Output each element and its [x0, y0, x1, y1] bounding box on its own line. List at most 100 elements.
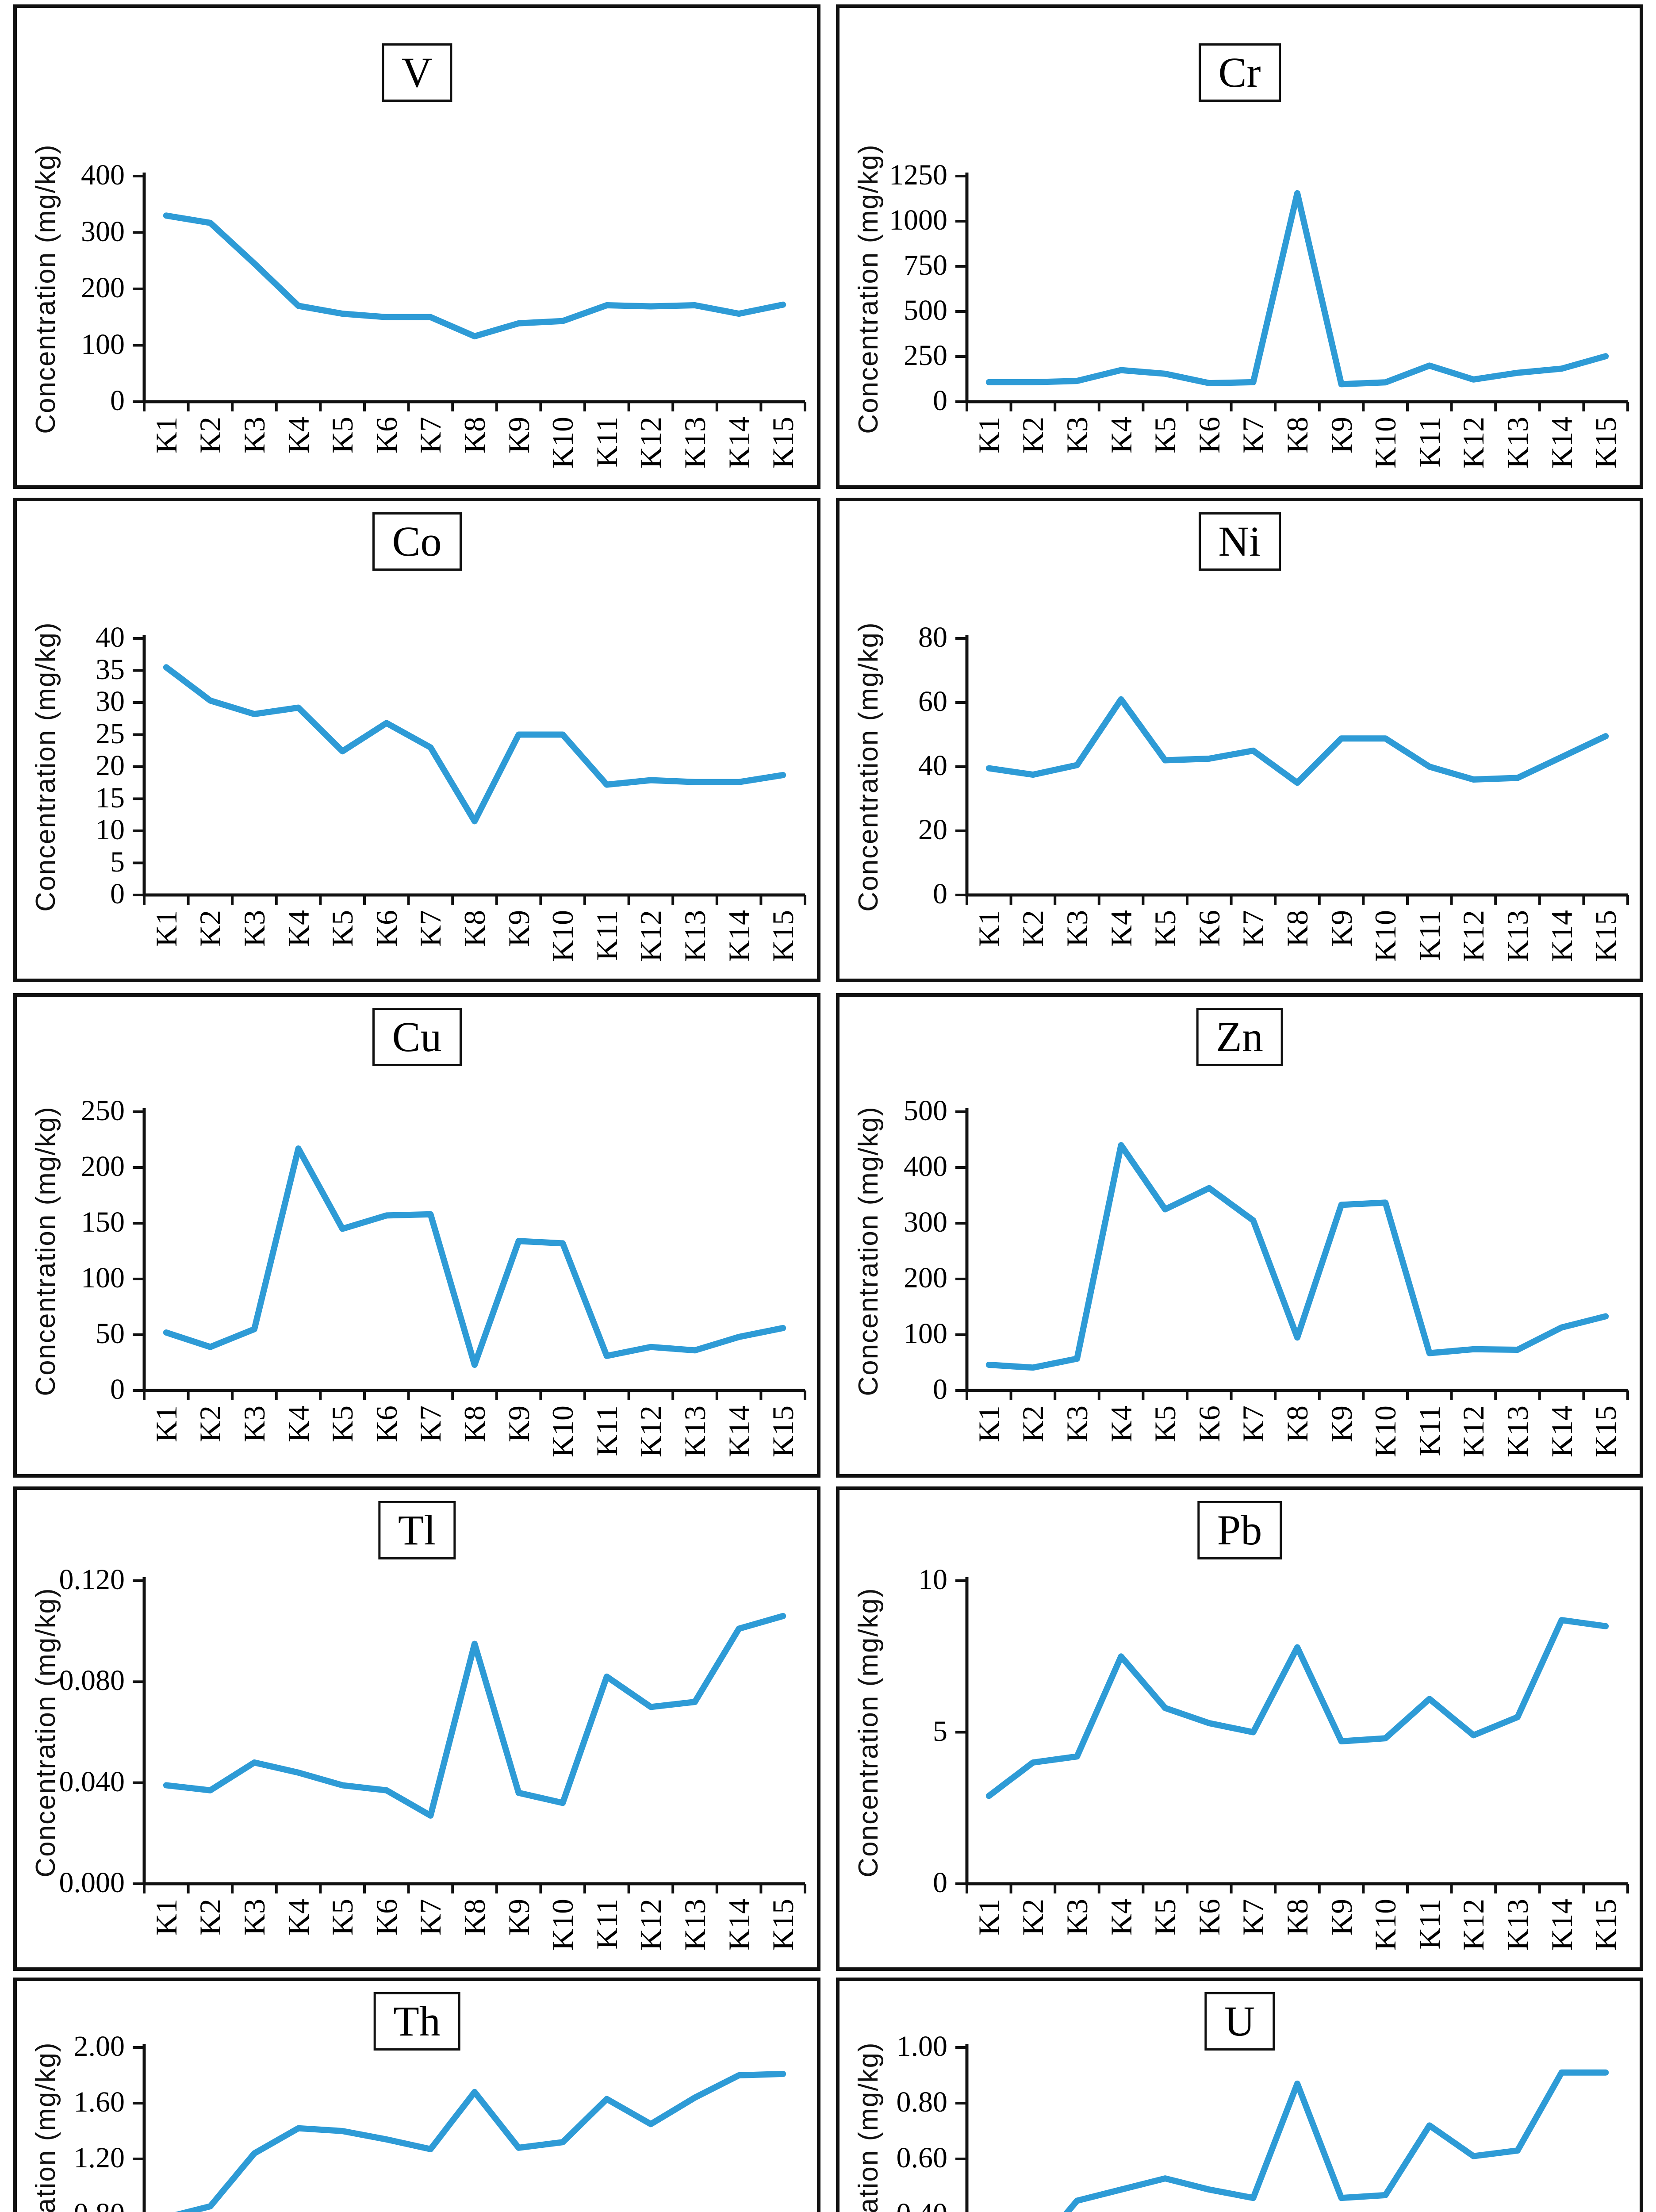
- y-tick-label: 0: [110, 1373, 125, 1406]
- x-tick-label: K1: [972, 910, 1006, 947]
- x-tick-label: K2: [1016, 1899, 1050, 1936]
- x-tick-label: K12: [634, 910, 668, 962]
- x-tick-label: K12: [1457, 1406, 1491, 1458]
- y-tick-label: 200: [81, 272, 125, 304]
- plot-area: [955, 173, 1629, 411]
- x-tick-label: K5: [326, 910, 360, 947]
- y-tick-label: 0.80: [17, 2197, 125, 2212]
- x-tick-label: K11: [590, 417, 624, 468]
- x-tick-label: K5: [1148, 1899, 1182, 1936]
- x-tick-label: K9: [1324, 1899, 1358, 1936]
- chart-panel: V Concentration (mg/kg) 0 100 200 300 400 K1 K…: [13, 4, 820, 489]
- x-tick-label: K6: [1192, 417, 1226, 454]
- y-tick-label: 0.120: [59, 1563, 125, 1596]
- x-tick-label: K10: [546, 1406, 580, 1458]
- x-tick-label: K8: [1280, 417, 1314, 454]
- y-tick-label: 0: [933, 384, 947, 417]
- y-tick-label: 0.60: [896, 2142, 948, 2174]
- chart-title-box: Ni: [1198, 512, 1281, 571]
- x-tick-label: K4: [281, 910, 315, 947]
- chart-title-box: Zn: [1196, 1008, 1283, 1066]
- plot-area: [133, 1577, 806, 1893]
- y-tick-label: 5: [933, 1715, 947, 1747]
- x-tick-label: K3: [238, 910, 271, 947]
- y-tick-label: 100: [904, 1317, 947, 1350]
- x-tick-label: K7: [414, 1899, 448, 1936]
- x-tick-label: K5: [326, 1406, 360, 1443]
- y-tick-label: 0.40: [840, 2197, 948, 2212]
- x-tick-label: K7: [1236, 417, 1270, 454]
- x-tick-label: K10: [546, 417, 580, 469]
- x-tick-label: K7: [1236, 910, 1270, 947]
- chart-title-box: Cr: [1198, 43, 1281, 102]
- x-tick-label: K1: [149, 910, 183, 947]
- y-tick-label: 40: [918, 749, 947, 782]
- y-tick-label: 5: [110, 845, 125, 878]
- x-tick-label: K1: [972, 417, 1006, 454]
- x-tick-label: K4: [281, 1899, 315, 1936]
- x-tick-label: K8: [1280, 910, 1314, 947]
- x-tick-label: K15: [1589, 1899, 1623, 1951]
- x-tick-label: K14: [722, 1406, 756, 1458]
- x-tick-label: K14: [722, 910, 756, 962]
- chart-title: Zn: [1216, 1013, 1263, 1060]
- x-tick-label: K11: [1412, 1899, 1446, 1950]
- x-tick-label: K15: [766, 1899, 800, 1951]
- x-tick-label: K8: [458, 417, 491, 454]
- x-tick-label: K3: [1060, 1406, 1094, 1443]
- chart-title-box: Tl: [378, 1501, 456, 1559]
- x-tick-label: K8: [1280, 1899, 1314, 1936]
- chart-title-box: Th: [373, 1992, 460, 2051]
- y-tick-label: 150: [81, 1206, 125, 1238]
- plot-area: [133, 1108, 806, 1400]
- x-tick-label: K10: [546, 1899, 580, 1951]
- x-tick-label: K6: [369, 1406, 403, 1443]
- plot-area: [133, 2044, 786, 2212]
- x-tick-label: K2: [1016, 417, 1050, 454]
- y-tick-label: 15: [96, 781, 125, 814]
- x-tick-label: K12: [1457, 1899, 1491, 1951]
- x-tick-label: K5: [1148, 1406, 1182, 1443]
- x-tick-label: K8: [458, 1899, 491, 1936]
- x-tick-label: K13: [1501, 910, 1534, 962]
- x-tick-label: K11: [1412, 910, 1446, 961]
- x-tick-label: K1: [149, 1406, 183, 1443]
- chart-title: Co: [392, 518, 442, 565]
- x-tick-label: K2: [1016, 1406, 1050, 1443]
- chart-title: Tl: [398, 1506, 436, 1554]
- x-tick-label: K14: [722, 417, 756, 469]
- chart-panel: Th Concentration (mg/kg) 0.000.400.801.2…: [13, 1978, 820, 2212]
- y-tick-label: 25: [96, 717, 125, 750]
- y-tick-label: 200: [81, 1150, 125, 1183]
- x-tick-label: K11: [1412, 1406, 1446, 1456]
- plot-area: [955, 635, 1629, 905]
- x-tick-label: K5: [326, 1899, 360, 1936]
- y-tick-label: 80: [918, 621, 947, 653]
- x-tick-label: K7: [414, 1406, 448, 1443]
- x-tick-label: K15: [1589, 910, 1623, 962]
- x-tick-label: K9: [1324, 910, 1358, 947]
- y-tick-label: 1.60: [73, 2086, 125, 2118]
- y-tick-label: 0.000: [59, 1866, 125, 1899]
- x-tick-label: K14: [1545, 1406, 1579, 1458]
- plot-area: [955, 1108, 1629, 1400]
- y-tick-label: 20: [918, 814, 947, 846]
- y-tick-label: 300: [904, 1206, 947, 1238]
- chart-title-box: Cu: [372, 1008, 462, 1066]
- x-tick-label: K6: [369, 1899, 403, 1936]
- chart-title-box: Pb: [1197, 1501, 1282, 1559]
- x-tick-label: K13: [678, 417, 712, 469]
- x-tick-label: K2: [193, 417, 227, 454]
- x-tick-label: K13: [1501, 1406, 1534, 1458]
- y-tick-label: 0: [933, 878, 947, 910]
- y-tick-label: 200: [904, 1262, 947, 1294]
- x-tick-label: K6: [1192, 1899, 1226, 1936]
- x-tick-label: K4: [281, 1406, 315, 1443]
- x-tick-label: K5: [1148, 910, 1182, 947]
- y-tick-label: 1.20: [73, 2142, 125, 2174]
- x-tick-label: K10: [1368, 1406, 1403, 1458]
- y-tick-label: 30: [96, 685, 125, 718]
- y-tick-label: 750: [904, 249, 947, 281]
- x-tick-label: K1: [972, 1406, 1006, 1443]
- x-tick-label: K6: [1192, 910, 1226, 947]
